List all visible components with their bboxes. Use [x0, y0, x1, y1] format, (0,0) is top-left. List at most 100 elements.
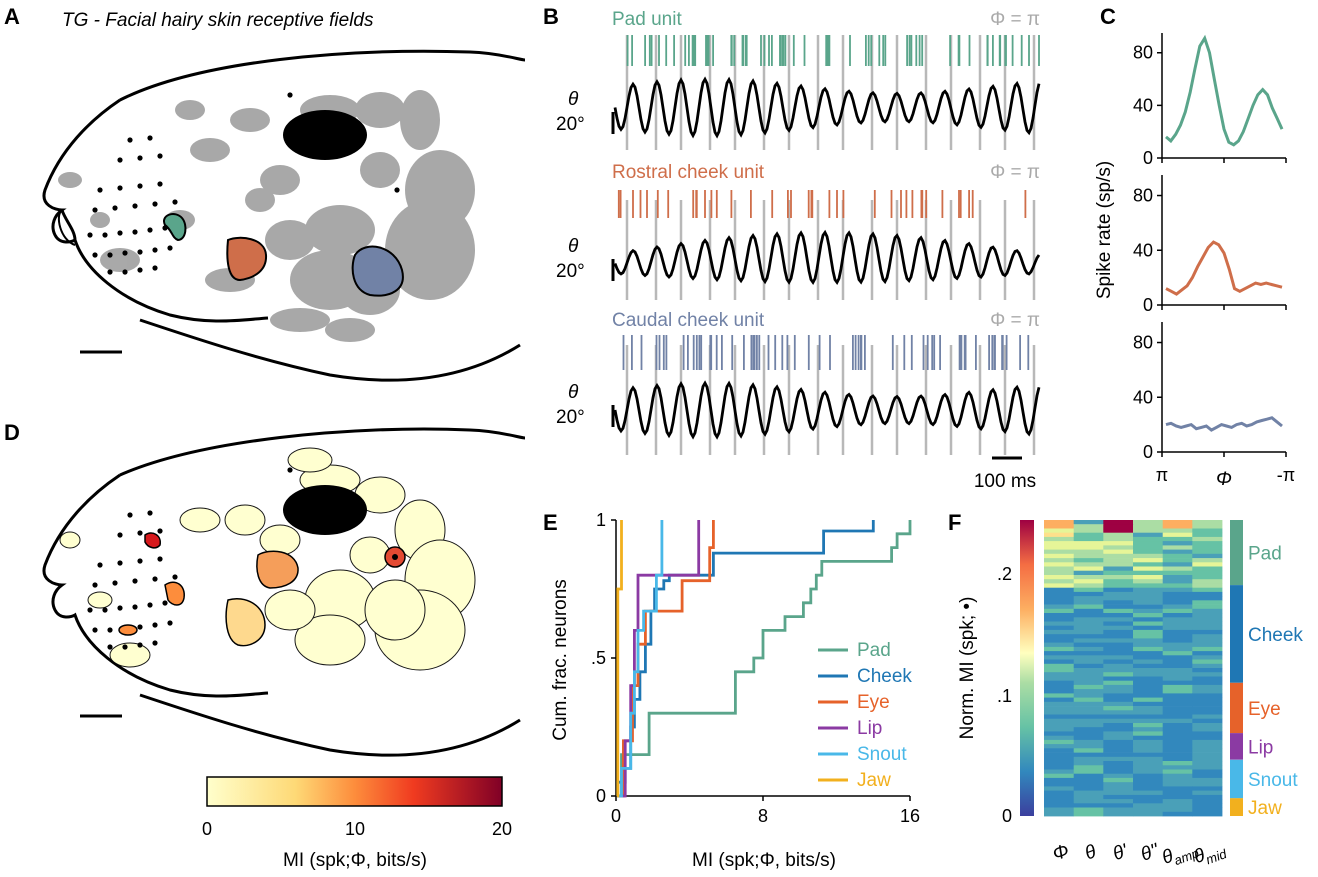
colorbar-d — [206, 776, 503, 807]
legend-label: Eye — [857, 692, 890, 713]
heatmap-cell — [1162, 790, 1193, 796]
heatmap-cell — [1073, 744, 1104, 749]
heatmap-cell — [1103, 625, 1134, 631]
heatmap-cell — [1162, 579, 1193, 584]
heatmap-cell — [1103, 562, 1134, 567]
heatmap-cell — [1133, 651, 1164, 656]
heatmap-cell — [1073, 541, 1104, 546]
heatmap-cell — [1133, 642, 1164, 648]
heatmap-cell — [1103, 583, 1134, 588]
heatmap-cell — [1162, 625, 1193, 631]
heatmap-cell — [1192, 794, 1223, 800]
y-tick-label: 40 — [1133, 95, 1153, 115]
heatmap-cell — [1103, 794, 1134, 800]
unit-rostral-phase: Φ = π — [990, 162, 1040, 183]
heatmap-cell — [1073, 608, 1104, 614]
heatmap-cell — [1192, 773, 1223, 779]
heatmap-cell — [1103, 608, 1134, 614]
heatmap-cell — [1073, 532, 1104, 538]
group-bar — [1230, 733, 1243, 760]
y-tick-label: .5 — [591, 648, 606, 668]
heatmap-cell — [1133, 680, 1164, 686]
heatmap-cell — [1103, 570, 1134, 576]
column-label: θ' — [1110, 840, 1132, 865]
heatmap-cell — [1103, 541, 1134, 546]
heatmap-cell — [1133, 566, 1164, 572]
heatmap-cell — [1133, 587, 1164, 593]
unit-pad-title: Pad unit — [612, 9, 682, 30]
whisker-dot — [127, 512, 133, 518]
heatmap-cell — [1133, 765, 1164, 770]
heatmap-cell — [1192, 752, 1223, 758]
heatmap-cell — [1162, 765, 1193, 770]
heatmap-cell — [1192, 769, 1223, 775]
heatmap-cell — [1192, 558, 1223, 563]
group-label: Cheek — [1248, 625, 1303, 646]
heatmap-cell — [1103, 604, 1134, 610]
whisker-dot — [137, 249, 143, 255]
heatmap-cell — [1192, 553, 1223, 559]
heatmap-cell — [1133, 575, 1164, 580]
heatmap-cell — [1133, 693, 1164, 698]
heatmap-cell — [1192, 532, 1223, 538]
heatmap-cell — [1044, 524, 1075, 529]
heatmap-cell — [1103, 676, 1134, 682]
heatmap-cell — [1073, 672, 1104, 677]
heatmap-cell — [1133, 756, 1164, 762]
whisker-dot — [137, 267, 143, 273]
heatmap-cell — [1044, 807, 1075, 813]
panel-f: F Norm. MI (spk; •) 0 .1 .2 Pad Cheek Eye L… — [948, 510, 1303, 872]
heatmap-cell — [1133, 684, 1164, 690]
heatmap-cell — [1073, 558, 1104, 563]
heatmap-cell — [1073, 638, 1104, 643]
heatmap-cell — [1133, 668, 1164, 673]
whisker-dot — [152, 576, 158, 582]
heatmap-cell — [1162, 600, 1193, 605]
heatmap-cell — [1044, 646, 1075, 652]
colorbar-f — [1020, 520, 1034, 816]
heatmap-cell — [1162, 541, 1193, 546]
theta-label-rostral: θ — [568, 236, 579, 257]
heatmap-cell — [1044, 799, 1075, 804]
heatmap-cell — [1162, 676, 1193, 682]
group-bar — [1230, 798, 1243, 816]
heatmap-cell — [1192, 739, 1223, 745]
heatmap-cell — [1103, 693, 1134, 698]
whisker-dot — [127, 137, 133, 143]
heatmap-cell — [1192, 744, 1223, 749]
heatmap-cell — [1192, 718, 1223, 724]
rf-rostral-cheek-unit — [226, 236, 268, 282]
panel-c-xtick-pi: π — [1156, 465, 1168, 485]
y-tick-label: 80 — [1133, 186, 1153, 206]
heatmap-cell — [1073, 735, 1104, 741]
heatmap-cell — [1192, 617, 1223, 622]
heatmap-cell — [1103, 621, 1134, 627]
heatmap-cell — [1133, 545, 1164, 550]
heatmap-cell — [1133, 676, 1164, 682]
heatmap-cell — [1133, 752, 1164, 758]
panel-e-ylabel: Cum. frac. neurons — [550, 579, 571, 741]
heatmap-cell — [1044, 562, 1075, 567]
heatmap-cell — [1162, 532, 1193, 538]
panel-e: E Cum. frac. neurons MI (spk;Φ, bits/s) … — [543, 510, 920, 871]
heatmap-cell — [1044, 769, 1075, 775]
heatmap-cell — [1073, 587, 1104, 593]
heatmap-cell — [1044, 773, 1075, 779]
heatmap-cell — [1044, 528, 1075, 534]
heatmap-cell — [1133, 596, 1164, 601]
heatmap-cell — [1133, 570, 1164, 576]
heatmap-cell — [1192, 591, 1223, 597]
whisker-dot — [112, 205, 118, 211]
panel-c-ylabel: Spike rate (sp/s) — [1094, 161, 1115, 299]
whisker-dot — [147, 227, 153, 233]
whisker-dot — [152, 247, 158, 253]
heatmap-cell — [1162, 680, 1193, 686]
panel-d: D — [4, 420, 526, 871]
whisker-dot — [117, 605, 123, 611]
heatmap-cell — [1103, 684, 1134, 690]
heatmap-cell — [1133, 549, 1164, 555]
heatmap-cell — [1192, 536, 1223, 542]
heatmap-cell — [1162, 744, 1193, 749]
heatmap-cell — [1073, 536, 1104, 542]
heatmap-cell — [1073, 697, 1104, 703]
